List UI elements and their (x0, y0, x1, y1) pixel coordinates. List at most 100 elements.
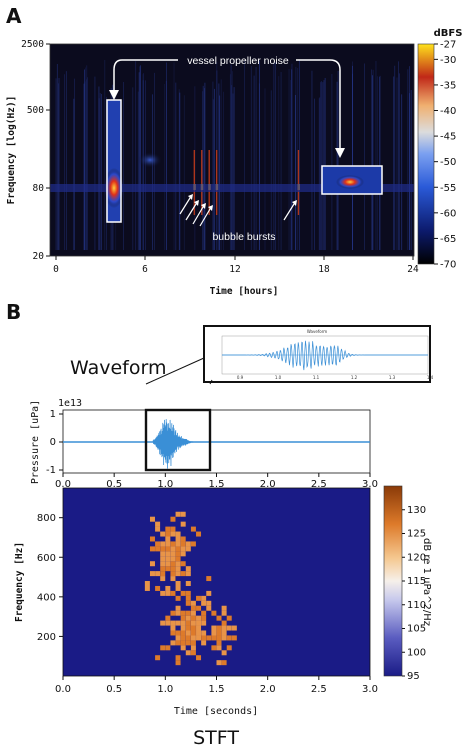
stft-energy-cell (216, 625, 222, 631)
stft-energy-cell (180, 625, 186, 631)
stft-energy-cell (175, 595, 181, 601)
stft-energy-cell (221, 630, 227, 636)
stft-energy-cell (165, 531, 171, 537)
colorbar-a-tick-label: -40 (440, 106, 456, 117)
x-tick-a-6: 6 (142, 264, 148, 275)
stft-energy-cell (175, 531, 181, 537)
stft-energy-cell (201, 630, 207, 636)
stft-energy-cell (170, 620, 176, 626)
stft-energy-cell (160, 566, 166, 572)
stft-energy-cell (175, 605, 181, 611)
stft-energy-cell (216, 615, 222, 621)
stft-x-tick-label: 3.0 (362, 684, 378, 695)
stft-energy-cell (180, 551, 186, 557)
stft-energy-cell (170, 526, 176, 532)
stft-x-tick-label: 2.0 (260, 684, 276, 695)
stft-energy-cell (206, 600, 212, 606)
annotation-vessel-noise: vessel propeller noise (187, 55, 289, 67)
stft-energy-cell (165, 585, 171, 591)
stft-energy-cell (185, 625, 191, 631)
stft-energy-cell (144, 581, 150, 587)
stft-energy-cell (190, 615, 196, 621)
stft-energy-cell (196, 620, 202, 626)
stft-energy-cell (149, 571, 155, 577)
colorbar-a-tick-label: -70 (440, 260, 456, 271)
stft-x-label: Time [seconds] (174, 706, 258, 717)
colorbar-a (417, 43, 435, 265)
stft-energy-cell (170, 516, 176, 522)
stft-energy-cell (190, 625, 196, 631)
inset-x-tick-label: 1.1 (313, 375, 320, 380)
bubble-burst-arrows (179, 197, 295, 227)
stft-x-tick-label: 1.0 (157, 684, 173, 695)
stft-energy-cell (175, 536, 181, 542)
stft-energy-cell (165, 541, 171, 547)
stft-energy-cell (170, 541, 176, 547)
stft-energy-cell (175, 640, 181, 646)
spectrogram-panel-a: vessel propeller noise bubble bursts 250… (6, 28, 463, 297)
stft-energy-cell (201, 600, 207, 606)
stft-energy-cell (175, 561, 181, 567)
stft-energy-cell (211, 625, 217, 631)
stft-energy-cell (175, 655, 181, 661)
stft-energy-cell (155, 546, 161, 552)
stft-energy-cell (155, 526, 161, 532)
stft-energy-cell (190, 630, 196, 636)
stft-colorbar-tick-label: 130 (407, 505, 426, 516)
stft-energy-cell (185, 640, 191, 646)
waveform-x-tick-label: 0.0 (55, 479, 71, 490)
stft-energy-cell (180, 630, 186, 636)
stft-energy-cell (185, 635, 191, 641)
stft-energy-cell (180, 590, 186, 596)
panel-label-a: A (6, 4, 22, 28)
stft-energy-cell (201, 640, 207, 646)
stft-colorbar-ticks: 95 100 105 110 115 120 125 130 (402, 505, 426, 682)
stft-energy-cell (201, 610, 207, 616)
stft-energy-cell (180, 640, 186, 646)
stft-energy-cell (185, 566, 191, 572)
y-tick-a-80: 80 (33, 183, 45, 194)
waveform-x-tick-label: 0.5 (106, 479, 122, 490)
waveform-label: Waveform (70, 357, 166, 379)
inset-x-tick-label: 0.9 (237, 375, 244, 380)
stft-energy-cell (185, 595, 191, 601)
waveform-x-tick-label: 1.5 (209, 479, 225, 490)
stft-x-tick-label: 0.0 (55, 684, 71, 695)
stft-energy-cell (190, 635, 196, 641)
stft-energy-cell (160, 620, 166, 626)
stft-energy-cell (175, 571, 181, 577)
stft-energy-cell (175, 610, 181, 616)
stft-energy-cell (165, 590, 171, 596)
waveform-y-label: Pressure [uPa] (30, 400, 41, 484)
stft-energy-cell (155, 585, 161, 591)
waveform-y-tick-1: 1 (50, 409, 56, 420)
x-tick-a-12: 12 (229, 264, 240, 275)
y-axis-a: 2500 500 80 20 (21, 39, 50, 262)
x-tick-a-0: 0 (53, 264, 59, 275)
stft-energy-cell (170, 576, 176, 582)
stft-energy-cell (185, 630, 191, 636)
colorbar-a-tick-label: -50 (440, 157, 456, 168)
vessel-arrow-left (113, 59, 178, 96)
stft-energy-cell (170, 630, 176, 636)
annotation-bubble-bursts: bubble bursts (212, 231, 275, 243)
y-tick-a-20: 20 (33, 251, 45, 262)
vessel-2-hotspot (336, 175, 364, 189)
stft-energy-cell (170, 590, 176, 596)
stft-energy-cell (185, 610, 191, 616)
stft-energy-cell (190, 610, 196, 616)
inset-x-tick-label: 1.4 (427, 375, 434, 380)
colorbar-a-title: dBFS (434, 28, 463, 39)
stft-energy-cell (196, 635, 202, 641)
stft-colorbar-tick-label: 125 (407, 529, 426, 540)
stft-y-tick-label: 400 (37, 592, 56, 603)
stft-energy-cell (180, 635, 186, 641)
zoom-highlight-box (144, 408, 212, 472)
bubble-burst-arrowheads (188, 194, 297, 211)
colorbar-a-tick-label: -35 (440, 80, 456, 91)
stft-energy-cell (180, 511, 186, 517)
stft-energy-cell (160, 645, 166, 651)
stft-energy-cell (149, 536, 155, 542)
zoom-line-right (209, 379, 213, 385)
stft-energy-cell (155, 571, 161, 577)
